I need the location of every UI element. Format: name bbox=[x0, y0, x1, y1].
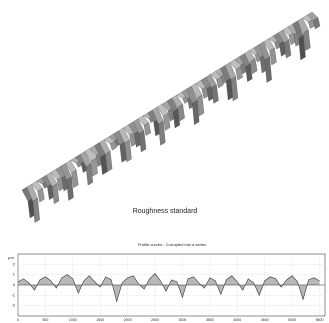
surface-face bbox=[85, 163, 93, 186]
y-tick-label: -1 bbox=[11, 292, 15, 297]
surface-face bbox=[235, 66, 243, 81]
surface-face bbox=[298, 35, 306, 61]
y-axis-label: µm bbox=[8, 255, 14, 260]
x-tick-label: 3500 bbox=[206, 318, 214, 322]
surface-face bbox=[172, 108, 180, 129]
x-tick-label: 2500 bbox=[151, 318, 159, 322]
surface-face bbox=[124, 139, 132, 163]
surface-face bbox=[105, 151, 113, 173]
caption: Roughness standard bbox=[133, 208, 198, 215]
surface-render bbox=[21, 11, 321, 223]
surface-face bbox=[32, 198, 40, 223]
surface-face bbox=[211, 84, 219, 104]
y-tick-label: -2 bbox=[11, 303, 15, 308]
surface-face bbox=[163, 113, 171, 131]
surface-face bbox=[192, 100, 200, 125]
x-tick-label: 500 bbox=[42, 318, 48, 322]
surface-face bbox=[90, 158, 98, 177]
surface-face bbox=[158, 120, 166, 146]
surface-face bbox=[109, 140, 118, 151]
x-tick-label: 3000 bbox=[179, 318, 187, 322]
surface-face bbox=[284, 39, 292, 59]
x-tick-label: 1500 bbox=[96, 318, 104, 322]
y-tick-label: 0 bbox=[13, 282, 16, 287]
surface-face bbox=[312, 17, 321, 30]
x-tick-label: 4000 bbox=[233, 318, 241, 322]
x-tick-label: 5000 bbox=[288, 318, 296, 322]
surface-face bbox=[52, 183, 60, 205]
chart-title: Profile curves - Corrupted into a series bbox=[138, 242, 206, 247]
surface-face bbox=[250, 58, 258, 75]
profile-line bbox=[17, 273, 320, 303]
x-tick-label: 1000 bbox=[69, 318, 77, 322]
surface-face bbox=[303, 29, 311, 51]
surface-face bbox=[264, 56, 272, 83]
x-tick-label: 2000 bbox=[124, 318, 132, 322]
x-tick-label: 0 bbox=[17, 318, 19, 322]
surface-face bbox=[216, 76, 224, 89]
surface-face bbox=[139, 130, 147, 153]
x-tick-label: 4500 bbox=[261, 318, 269, 322]
surface-face bbox=[197, 94, 205, 117]
y-tick-label: 2 bbox=[13, 261, 16, 266]
plot: -2 -1 0 1 2 0 500 1000 1500 2000 2500 3000 3500 4000 4… bbox=[11, 253, 326, 322]
y-tick-label: 1 bbox=[13, 272, 16, 277]
surface-face bbox=[269, 47, 277, 66]
surface-face bbox=[71, 169, 79, 189]
surface-face bbox=[230, 76, 238, 102]
surface-face bbox=[143, 122, 152, 136]
surface-face bbox=[177, 103, 185, 122]
surface-face bbox=[245, 63, 253, 83]
surface-face bbox=[37, 188, 45, 203]
surface-face bbox=[66, 176, 74, 201]
x-tick-label: 5500 bbox=[316, 318, 324, 322]
